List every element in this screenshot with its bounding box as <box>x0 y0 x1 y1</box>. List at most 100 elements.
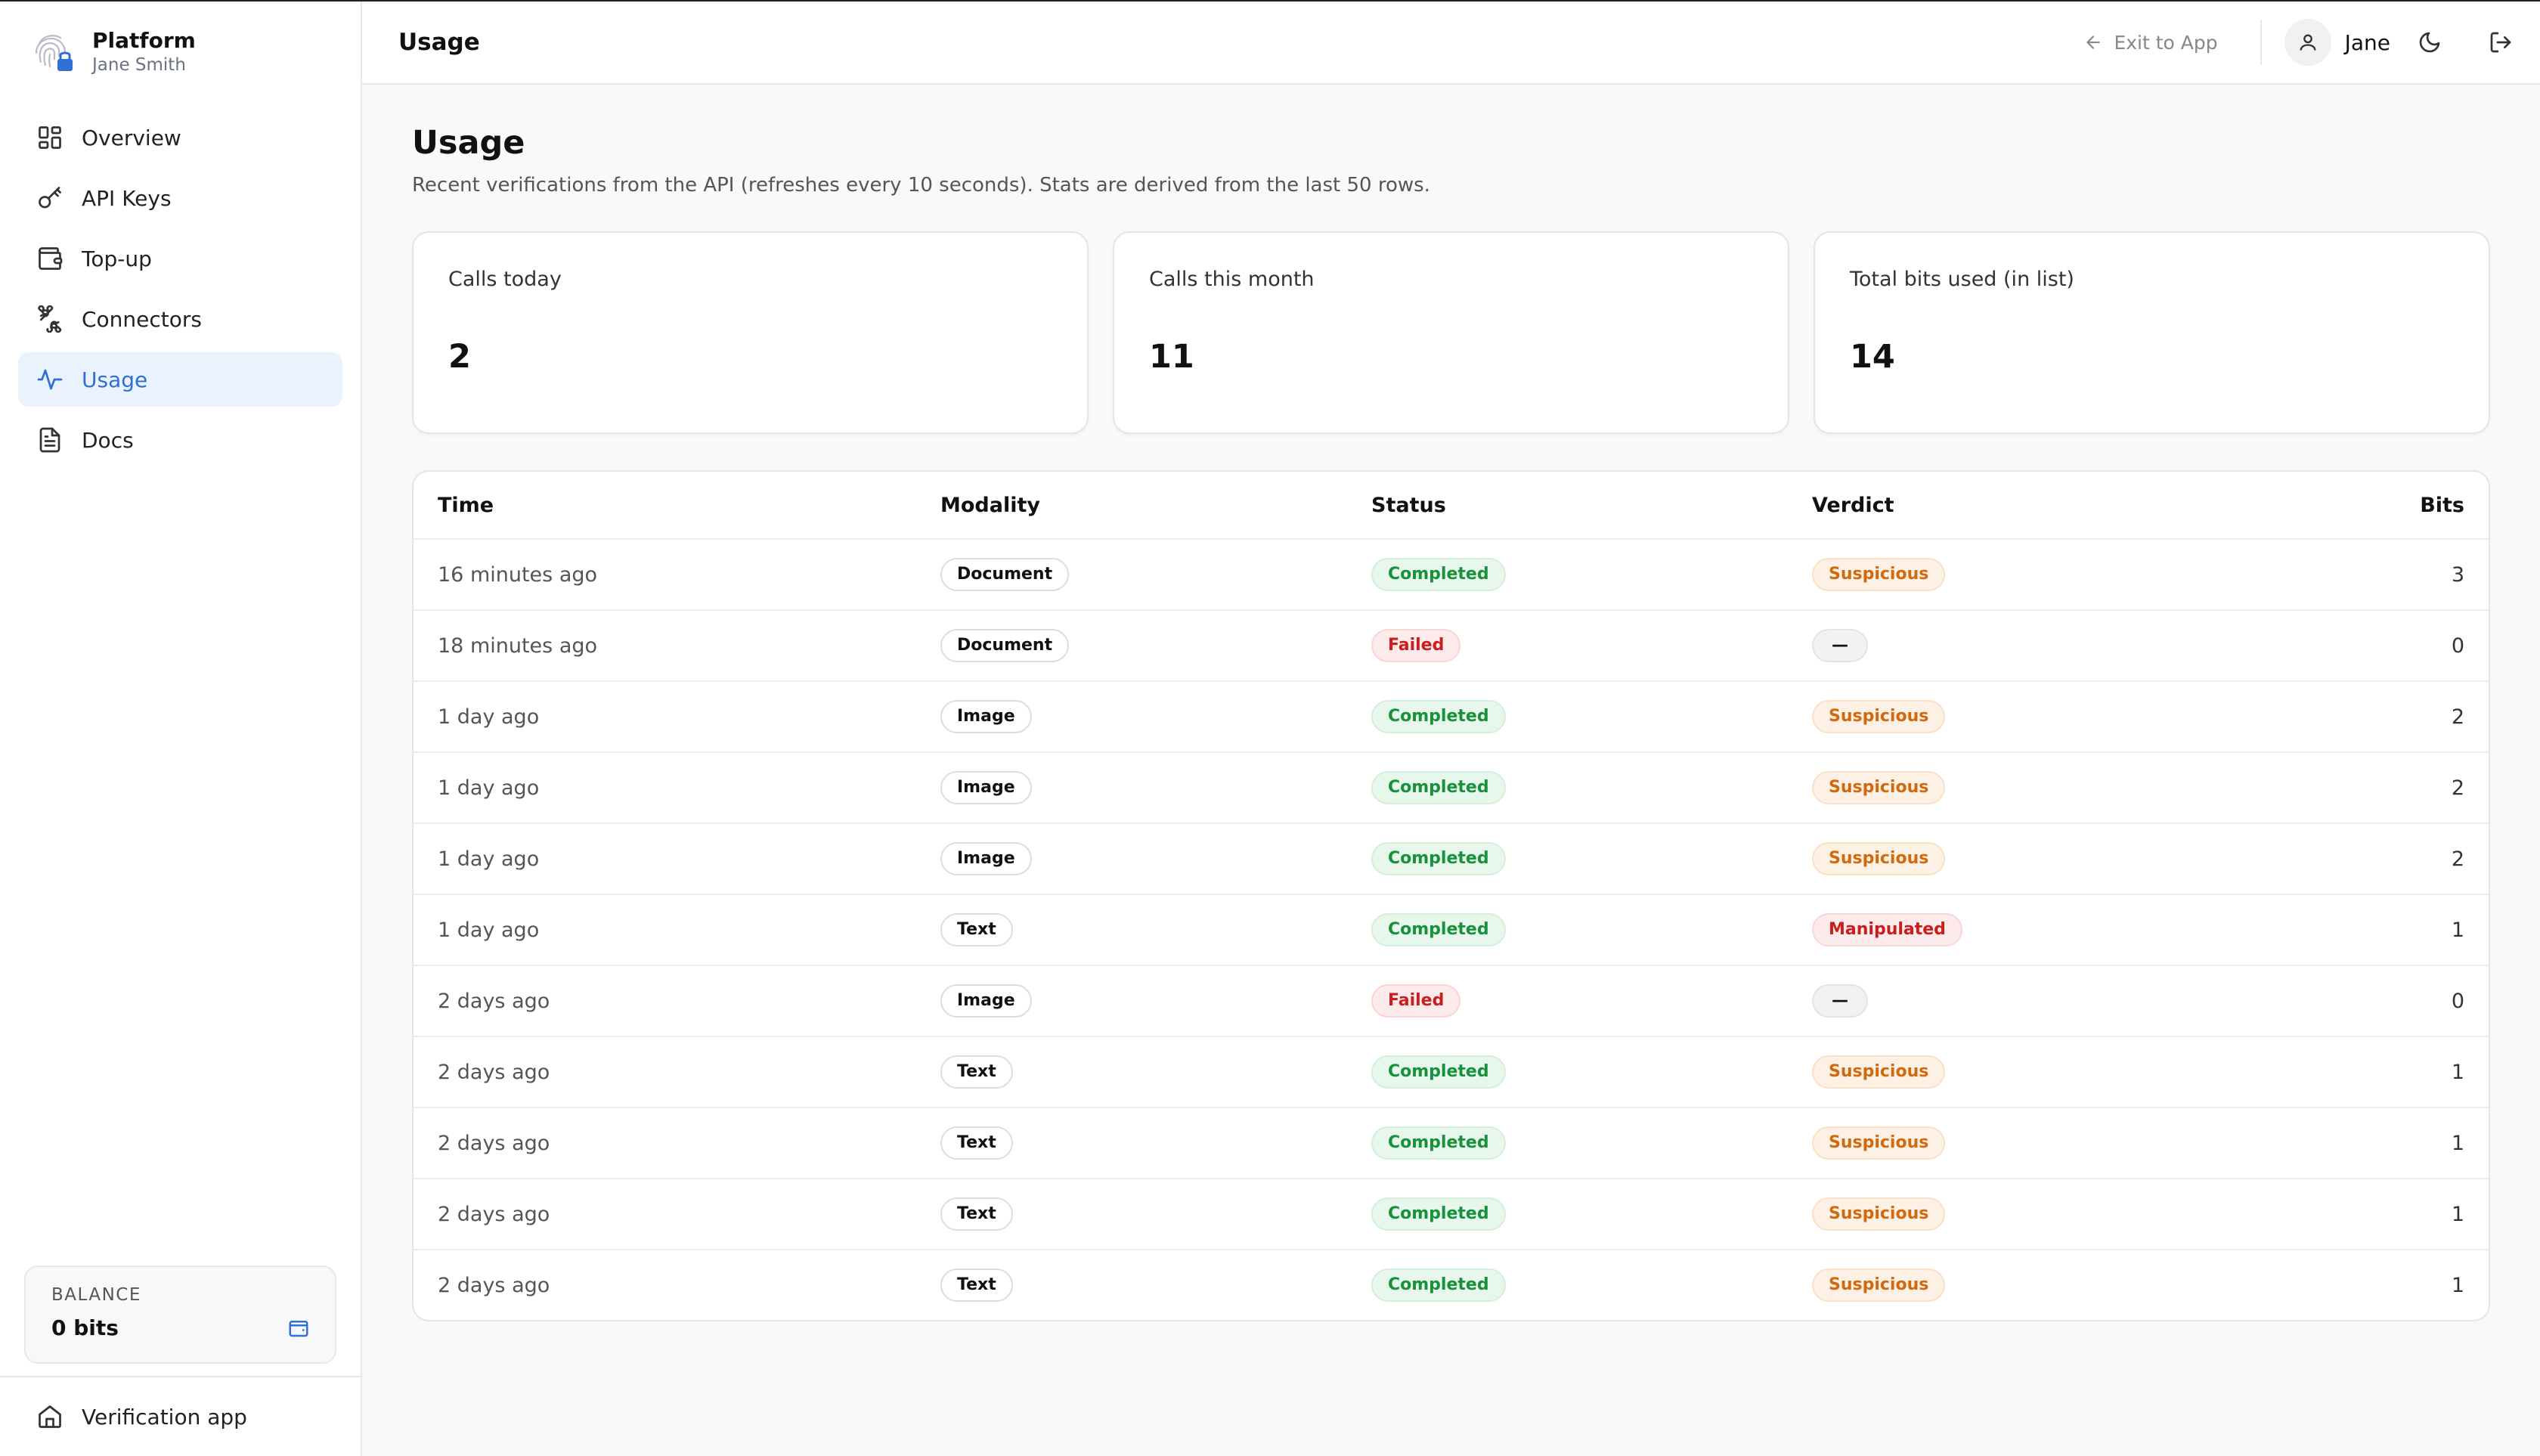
sidebar-item-overview[interactable]: Overview <box>18 110 342 165</box>
modality-badge: Image <box>940 771 1032 804</box>
user-name[interactable]: Jane <box>2344 29 2390 55</box>
cell-bits: 2 <box>2451 776 2464 800</box>
document-icon <box>39 427 60 453</box>
cell-bits: 2 <box>2451 705 2464 729</box>
cell-verdict: Suspicious <box>1812 842 2313 875</box>
status-badge: Completed <box>1371 771 1506 804</box>
table-row[interactable]: 16 minutes ago Document Completed Suspiciou… <box>414 538 2489 609</box>
verification-app-link[interactable]: Verification app <box>0 1376 361 1456</box>
column-header-status[interactable]: Status <box>1371 493 1446 517</box>
table-row[interactable]: 1 day ago Image Completed Suspicious 2 <box>414 822 2489 894</box>
verdict-badge: Suspicious <box>1812 842 1946 875</box>
cell-bits: 1 <box>2451 1202 2464 1226</box>
status-badge: Completed <box>1371 558 1506 591</box>
table-row[interactable]: 2 days ago Image Failed — 0 <box>414 965 2489 1036</box>
puzzle-icon <box>38 305 62 333</box>
user-icon <box>2300 34 2316 51</box>
sidebar-nav: Overview API Keys Top-up Connectors Usag… <box>0 85 361 473</box>
moon-icon[interactable] <box>2418 30 2442 54</box>
stat-card-calls-month: Calls this month 11 <box>1113 231 1789 434</box>
cell-bits: 1 <box>2451 1060 2464 1084</box>
table-row[interactable]: 2 days ago Text Completed Suspicious 1 <box>414 1036 2489 1107</box>
table-row[interactable]: 2 days ago Text Completed Suspicious 1 <box>414 1107 2489 1178</box>
sidebar-item-docs[interactable]: Docs <box>18 413 342 467</box>
status-badge: Completed <box>1371 1055 1506 1089</box>
sidebar-item-label: Usage <box>82 367 148 392</box>
sidebar-item-usage[interactable]: Usage <box>18 352 342 407</box>
cell-verdict: Suspicious <box>1812 558 2313 591</box>
verdict-badge: Suspicious <box>1812 771 1946 804</box>
cell-modality: Text <box>940 913 1371 946</box>
stat-value: 11 <box>1149 338 1194 376</box>
stat-label: Total bits used (in list) <box>1850 268 2074 291</box>
brand-name: Platform <box>92 28 196 53</box>
wallet-icon[interactable] <box>287 1317 311 1340</box>
table-row[interactable]: 1 day ago Image Completed Suspicious 2 <box>414 751 2489 822</box>
divider <box>2260 20 2262 65</box>
table-row[interactable]: 18 minutes ago Document Failed — 0 <box>414 609 2489 680</box>
stat-value: 2 <box>448 338 471 376</box>
table-row[interactable]: 1 day ago Image Completed Suspicious 2 <box>414 680 2489 751</box>
cell-modality: Text <box>940 1269 1371 1302</box>
status-badge: Completed <box>1371 1126 1506 1160</box>
cell-modality: Text <box>940 1126 1371 1160</box>
table-row[interactable]: 2 days ago Text Completed Suspicious 1 <box>414 1178 2489 1249</box>
column-header-verdict[interactable]: Verdict <box>1812 493 1894 517</box>
column-header-bits[interactable]: Bits <box>2420 493 2464 517</box>
cell-time: 16 minutes ago <box>438 562 598 587</box>
sidebar-item-top-up[interactable]: Top-up <box>18 231 342 286</box>
table-row[interactable]: 2 days ago Text Completed Suspicious 1 <box>414 1249 2489 1320</box>
sidebar-item-api-keys[interactable]: API Keys <box>18 171 342 225</box>
status-badge: Completed <box>1371 1197 1506 1231</box>
cell-time: 2 days ago <box>438 989 550 1013</box>
logout-icon[interactable] <box>2489 30 2513 54</box>
modality-badge: Text <box>940 1269 1013 1302</box>
status-badge: Completed <box>1371 1269 1506 1302</box>
brand[interactable]: Platform Jane Smith <box>0 2 361 85</box>
balance-value: 0 bits <box>51 1315 119 1340</box>
cell-time: 1 day ago <box>438 776 540 800</box>
status-badge: Completed <box>1371 913 1506 946</box>
verification-app-label: Verification app <box>82 1404 247 1430</box>
column-header-time[interactable]: Time <box>438 493 494 517</box>
page-subtitle: Recent verifications from the API (refre… <box>412 174 1430 197</box>
page-content: Usage Recent verifications from the API … <box>362 85 2540 1321</box>
cell-modality: Image <box>940 984 1371 1018</box>
stat-label: Calls this month <box>1149 268 1315 291</box>
cell-time: 1 day ago <box>438 705 540 729</box>
page-title: Usage <box>412 124 525 162</box>
exit-label: Exit to App <box>2114 31 2218 54</box>
status-badge: Failed <box>1371 984 1461 1018</box>
cell-status: Completed <box>1371 842 1812 875</box>
topbar-title: Usage <box>398 29 480 56</box>
cell-status: Failed <box>1371 629 1812 662</box>
sidebar-item-connectors[interactable]: Connectors <box>18 292 342 346</box>
cell-modality: Text <box>940 1055 1371 1089</box>
exit-to-app-button[interactable]: Exit to App <box>2083 31 2218 54</box>
cell-status: Completed <box>1371 771 1812 804</box>
cell-verdict: Suspicious <box>1812 1269 2313 1302</box>
cell-status: Completed <box>1371 558 1812 591</box>
cell-bits: 1 <box>2451 918 2464 942</box>
fingerprint-lock-icon <box>35 35 73 71</box>
cell-time: 18 minutes ago <box>438 634 598 658</box>
modality-badge: Image <box>940 700 1032 733</box>
cell-status: Completed <box>1371 913 1812 946</box>
cell-time: 1 day ago <box>438 918 540 942</box>
cell-modality: Document <box>940 629 1371 662</box>
cell-bits: 0 <box>2451 634 2464 658</box>
avatar[interactable] <box>2284 19 2331 66</box>
cell-time: 2 days ago <box>438 1060 550 1084</box>
verdict-badge: — <box>1812 984 1868 1018</box>
cell-time: 1 day ago <box>438 847 540 871</box>
table-row[interactable]: 1 day ago Text Completed Manipulated 1 <box>414 894 2489 965</box>
cell-bits: 3 <box>2451 562 2464 587</box>
cell-modality: Image <box>940 771 1371 804</box>
sidebar: Platform Jane Smith Overview API Keys To… <box>0 2 362 1456</box>
status-badge: Completed <box>1371 700 1506 733</box>
cell-bits: 1 <box>2451 1273 2464 1297</box>
column-header-modality[interactable]: Modality <box>940 493 1040 517</box>
verdict-badge: Suspicious <box>1812 558 1946 591</box>
cell-status: Completed <box>1371 1126 1812 1160</box>
